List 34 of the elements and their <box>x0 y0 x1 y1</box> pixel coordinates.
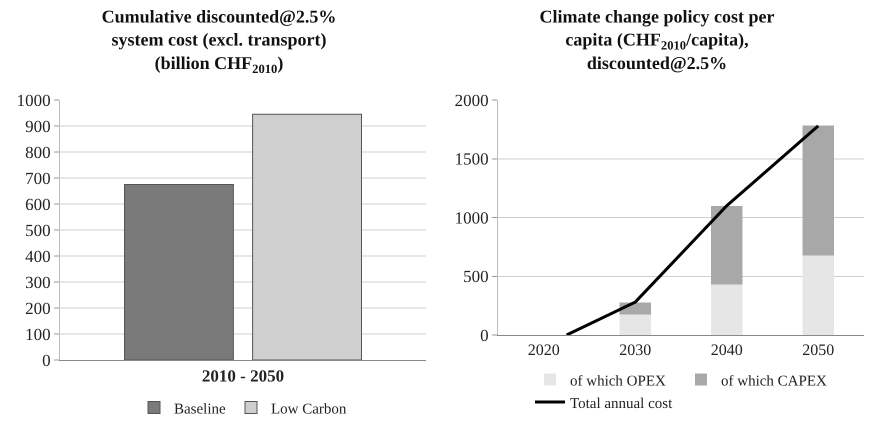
y-tick-label: 100 <box>25 324 51 344</box>
bar <box>620 314 651 335</box>
chart-title: Climate change policy cost per capita (CHF$_{2010}$/capita), discounted@2.5% <box>540 6 774 74</box>
legend-label: Total annual cost <box>570 396 674 412</box>
y-tick-label: 0 <box>480 326 489 345</box>
legend-label: of which OPEX <box>570 373 666 390</box>
bar <box>711 206 742 284</box>
chart-title: Cumulative discounted@2.5% system cost (excl. transport) (billion CHF$_{2010}$) <box>102 6 336 76</box>
x-tick-label: 2010 - 2050 <box>202 366 284 386</box>
y-tick-label: 1000 <box>16 90 51 110</box>
y-tick-label: 500 <box>25 220 51 240</box>
x-tick-label: 2040 <box>710 342 743 360</box>
y-tick-label: 0 <box>42 350 51 370</box>
y-tick-label: 800 <box>25 142 51 162</box>
y-tick-label: 300 <box>25 272 51 292</box>
y-tick-label: 500 <box>463 267 489 286</box>
x-tick-label: 2050 <box>802 342 834 360</box>
line-series <box>565 124 820 335</box>
legend-label: of which CAPEX <box>720 373 827 390</box>
bar <box>802 256 834 335</box>
legend-label: Baseline <box>174 401 226 418</box>
bar <box>802 125 834 256</box>
legend-label: Low Carbon <box>270 401 347 418</box>
y-tick-label: 400 <box>25 246 51 266</box>
y-tick-label: 1000 <box>454 208 489 228</box>
x-tick-label: 2030 <box>619 342 652 360</box>
y-tick-label: 700 <box>25 168 51 188</box>
bar <box>711 284 742 335</box>
y-tick-label: 600 <box>25 194 51 214</box>
y-tick-label: 1500 <box>454 150 489 169</box>
y-tick-label: 2000 <box>454 90 489 110</box>
y-tick-label: 200 <box>25 298 51 318</box>
y-tick-label: 900 <box>25 116 51 136</box>
x-tick-label: 2020 <box>528 342 560 360</box>
